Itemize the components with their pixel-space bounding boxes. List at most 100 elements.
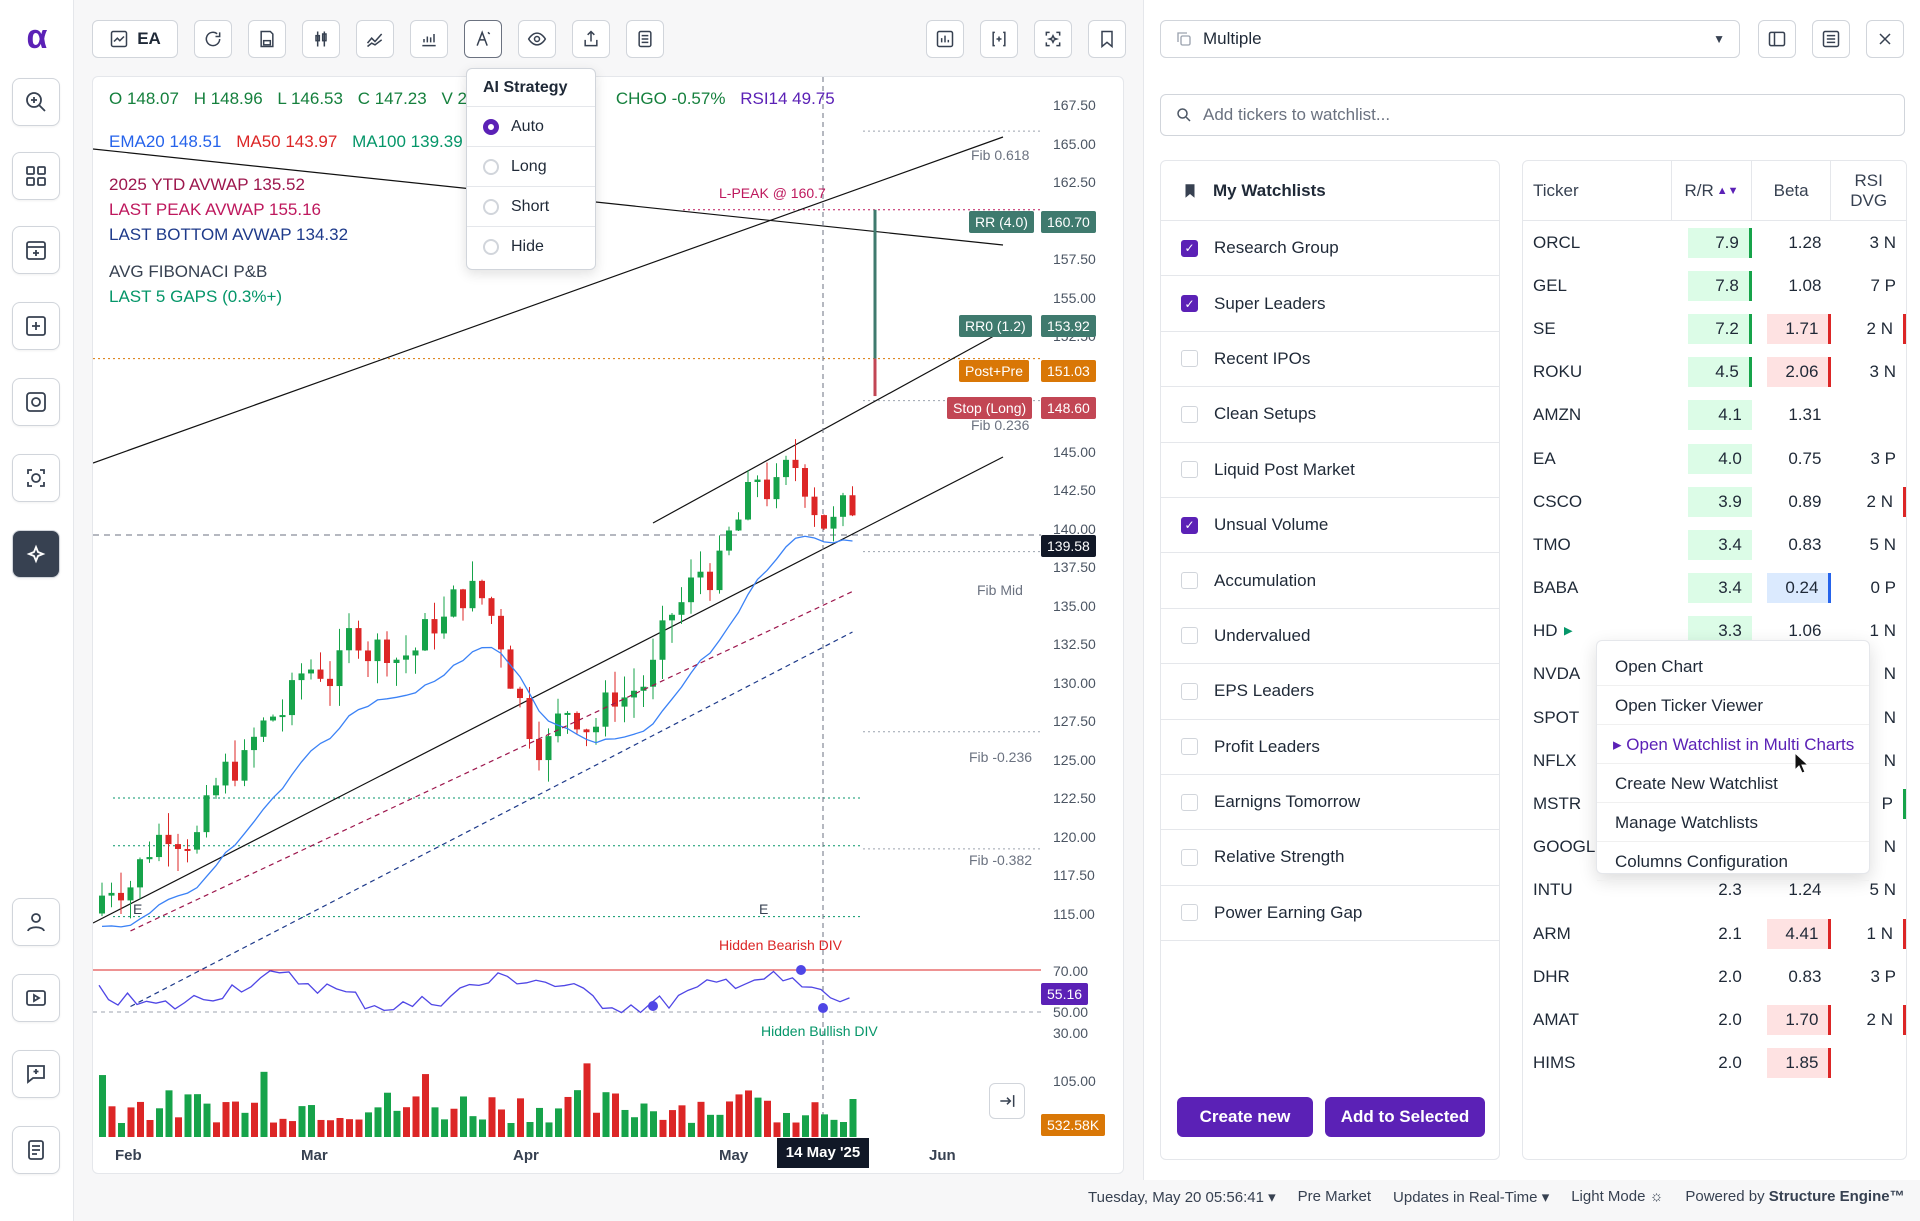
- add-to-selected-button[interactable]: Add to Selected: [1325, 1097, 1485, 1137]
- watchlist-item[interactable]: Accumulation: [1161, 553, 1499, 609]
- ai-option-long[interactable]: Long: [467, 147, 595, 187]
- notes-icon[interactable]: [12, 1126, 60, 1174]
- app-logo-icon[interactable]: α: [26, 18, 48, 56]
- watchlist-item[interactable]: Liquid Post Market: [1161, 443, 1499, 498]
- report-button[interactable]: [626, 20, 664, 58]
- ai-strategy-button[interactable]: [464, 20, 502, 58]
- ticker-search[interactable]: [1160, 94, 1905, 136]
- table-row[interactable]: INTU 2.3 1.24 5 N: [1523, 869, 1906, 912]
- watchlist-item[interactable]: Power Earning Gap: [1161, 886, 1499, 942]
- checkbox[interactable]: [1181, 793, 1198, 811]
- video-icon[interactable]: [12, 974, 60, 1022]
- watchlist-item[interactable]: Recent IPOs: [1161, 332, 1499, 388]
- table-row[interactable]: BABA 3.4 0.24 0 P: [1523, 567, 1906, 610]
- legend-item[interactable]: AVG FIBONACI P&B: [109, 262, 268, 281]
- col-beta[interactable]: Beta: [1752, 161, 1832, 220]
- context-menu-item[interactable]: ▸ Open Watchlist in Multi Charts: [1597, 725, 1869, 764]
- scroll-to-latest-button[interactable]: [989, 1083, 1025, 1119]
- table-row[interactable]: MSTR P: [1523, 782, 1906, 825]
- watchlist-context-menu[interactable]: Open Chart Open Ticker Viewer ▸ Open Watch…: [1596, 640, 1870, 881]
- ai-scan-icon[interactable]: [12, 378, 60, 426]
- watchlist-mode-select[interactable]: Multiple ▼: [1160, 20, 1740, 58]
- checkbox[interactable]: [1181, 627, 1198, 645]
- sidebar-toggle-button[interactable]: [1758, 20, 1796, 58]
- status-mode[interactable]: Light Mode ☼: [1571, 1188, 1663, 1206]
- col-rsi-dvg[interactable]: RSI DVG: [1831, 161, 1906, 220]
- watchlist-item[interactable]: EPS Leaders: [1161, 664, 1499, 720]
- table-row[interactable]: ROKU 4.5 2.06 3 N: [1523, 351, 1906, 394]
- checkbox[interactable]: [1181, 682, 1198, 700]
- legend-item[interactable]: LAST BOTTOM AVWAP 134.32: [109, 225, 349, 244]
- indicators-button[interactable]: [356, 20, 394, 58]
- context-menu-item[interactable]: Open Chart: [1597, 647, 1869, 686]
- table-row[interactable]: DHR 2.0 0.83 3 P: [1523, 955, 1906, 998]
- price-axis[interactable]: 167.50165.00162.50160.00157.50155.00152.…: [1041, 77, 1123, 1173]
- snapshot-button[interactable]: [1034, 20, 1072, 58]
- ma100-label[interactable]: MA100 139.39: [352, 132, 463, 151]
- visibility-button[interactable]: [518, 20, 556, 58]
- table-row[interactable]: CSCO 3.9 0.89 2 N: [1523, 480, 1906, 523]
- table-row[interactable]: TMO 3.4 0.83 5 N: [1523, 523, 1906, 566]
- ema20-label[interactable]: EMA20 148.51: [109, 132, 222, 151]
- watchlist-item[interactable]: Unsual Volume: [1161, 498, 1499, 554]
- context-menu-item[interactable]: Open Ticker Viewer: [1597, 686, 1869, 725]
- checkbox[interactable]: [1181, 461, 1198, 479]
- checkbox[interactable]: [1181, 516, 1198, 534]
- ai-option-short[interactable]: Short: [467, 187, 595, 227]
- share-button[interactable]: [572, 20, 610, 58]
- legend-item[interactable]: LAST 5 GAPS (0.3%+): [109, 287, 283, 306]
- legend-item[interactable]: 2025 YTD AVWAP 135.52: [109, 175, 305, 194]
- context-menu-item[interactable]: Columns Configuration: [1597, 842, 1869, 881]
- ai-strategy-menu[interactable]: AI Strategy Auto Long Short Hide: [466, 68, 596, 270]
- context-menu-item[interactable]: Create New Watchlist: [1597, 764, 1869, 803]
- checkbox[interactable]: [1181, 738, 1198, 756]
- ai-option-hide[interactable]: Hide: [467, 227, 595, 267]
- watchlist-item[interactable]: Earnigns Tomorrow: [1161, 775, 1499, 831]
- checkbox[interactable]: [1181, 848, 1198, 866]
- price-chart[interactable]: [93, 77, 1041, 1174]
- watchlist-item[interactable]: Clean Setups: [1161, 387, 1499, 443]
- col-rr[interactable]: R/R ▲▼: [1672, 161, 1752, 220]
- watchlist-item[interactable]: Research Group: [1161, 221, 1499, 277]
- watchlist-item[interactable]: Profit Leaders: [1161, 720, 1499, 775]
- focus-icon[interactable]: [12, 454, 60, 502]
- checkbox[interactable]: [1181, 350, 1198, 368]
- menu-button[interactable]: [1812, 20, 1850, 58]
- table-row[interactable]: GOOGL N: [1523, 826, 1906, 869]
- grid-layout-icon[interactable]: [12, 152, 60, 200]
- table-row[interactable]: ARM 2.1 4.41 1 N: [1523, 912, 1906, 955]
- legend-item[interactable]: LAST PEAK AVWAP 155.16: [109, 200, 321, 219]
- table-row[interactable]: SE 7.2 1.71 2 N: [1523, 307, 1906, 350]
- ma50-label[interactable]: MA50 143.97: [236, 132, 338, 151]
- candles-button[interactable]: [302, 20, 340, 58]
- chart-panel[interactable]: O 148.07 H 148.96 L 146.53 C 147.23 V 2.…: [92, 76, 1124, 1174]
- col-ticker[interactable]: Ticker: [1523, 161, 1673, 220]
- checkbox[interactable]: [1181, 405, 1198, 423]
- table-row[interactable]: HD 3.3 1.06 1 N: [1523, 610, 1906, 653]
- ticker-selector-button[interactable]: EA: [92, 20, 178, 58]
- watchlist-item[interactable]: Undervalued: [1161, 609, 1499, 665]
- code-button[interactable]: [980, 20, 1018, 58]
- studies-button[interactable]: [410, 20, 448, 58]
- create-new-button[interactable]: Create new: [1177, 1097, 1313, 1137]
- table-row[interactable]: ORCL 7.9 1.28 3 N: [1523, 221, 1906, 264]
- user-icon[interactable]: [12, 898, 60, 946]
- watchlist-item[interactable]: Super Leaders: [1161, 276, 1499, 332]
- checkbox[interactable]: [1181, 295, 1198, 313]
- table-row[interactable]: GEL 7.8 1.08 7 P: [1523, 264, 1906, 307]
- close-panel-button[interactable]: [1866, 20, 1904, 58]
- save-button[interactable]: [248, 20, 286, 58]
- table-row[interactable]: EA 4.0 0.75 3 P: [1523, 437, 1906, 480]
- checkbox[interactable]: [1181, 904, 1198, 922]
- ticker-search-input[interactable]: [1203, 105, 1883, 125]
- add-chart-icon[interactable]: [12, 302, 60, 350]
- context-menu-item[interactable]: Manage Watchlists: [1597, 803, 1869, 842]
- status-updates[interactable]: Updates in Real-Time ▾: [1393, 1188, 1549, 1206]
- table-row[interactable]: NFLX N: [1523, 739, 1906, 782]
- table-row[interactable]: HIMS 2.0 1.85: [1523, 1042, 1906, 1085]
- status-datetime[interactable]: Tuesday, May 20 05:56:41 ▾: [1088, 1188, 1276, 1206]
- bookmark-button[interactable]: [1088, 20, 1126, 58]
- refresh-button[interactable]: [194, 20, 232, 58]
- watchlist-item[interactable]: Relative Strength: [1161, 830, 1499, 886]
- ai-option-auto[interactable]: Auto: [467, 107, 595, 147]
